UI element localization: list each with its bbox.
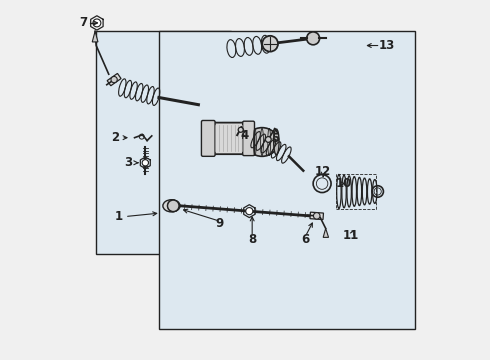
Text: 10: 10 <box>336 177 352 190</box>
Text: 8: 8 <box>248 233 256 246</box>
Circle shape <box>314 213 320 219</box>
Text: 4: 4 <box>240 129 248 142</box>
FancyBboxPatch shape <box>243 121 254 156</box>
Ellipse shape <box>163 200 180 212</box>
Polygon shape <box>92 31 98 42</box>
Text: 1: 1 <box>115 210 123 223</box>
Bar <box>96 31 231 253</box>
FancyBboxPatch shape <box>209 123 249 154</box>
Polygon shape <box>107 73 121 86</box>
Circle shape <box>168 200 179 212</box>
Circle shape <box>238 127 243 132</box>
Text: 13: 13 <box>379 39 395 52</box>
FancyBboxPatch shape <box>201 121 215 156</box>
Bar <box>337 175 376 208</box>
Circle shape <box>142 159 148 166</box>
Circle shape <box>262 36 278 51</box>
Text: 3: 3 <box>124 156 132 169</box>
Circle shape <box>111 76 117 83</box>
Circle shape <box>168 200 179 212</box>
Text: 2: 2 <box>111 131 119 144</box>
Text: 5: 5 <box>271 132 280 145</box>
Circle shape <box>307 32 319 45</box>
Ellipse shape <box>246 128 278 156</box>
Polygon shape <box>323 228 329 237</box>
Text: 9: 9 <box>216 217 224 230</box>
Text: 6: 6 <box>301 233 309 246</box>
Bar <box>159 31 416 329</box>
Ellipse shape <box>274 129 279 155</box>
Circle shape <box>266 136 271 142</box>
Circle shape <box>246 208 253 215</box>
Text: 12: 12 <box>315 165 331 177</box>
Text: 7: 7 <box>79 17 87 30</box>
Circle shape <box>93 19 101 27</box>
Text: 11: 11 <box>343 229 359 242</box>
Polygon shape <box>310 212 323 220</box>
